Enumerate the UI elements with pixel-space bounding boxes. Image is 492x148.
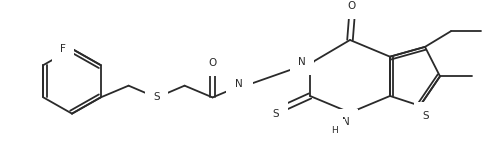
Text: O: O <box>348 1 356 11</box>
Text: S: S <box>423 111 430 121</box>
Text: N: N <box>298 57 306 67</box>
Text: N: N <box>235 79 243 89</box>
Text: F: F <box>60 44 66 54</box>
Text: N: N <box>342 118 350 127</box>
Text: H: H <box>331 126 338 135</box>
Text: S: S <box>273 109 279 119</box>
Text: O: O <box>209 58 216 68</box>
Text: H: H <box>239 70 246 79</box>
Text: S: S <box>154 92 160 102</box>
